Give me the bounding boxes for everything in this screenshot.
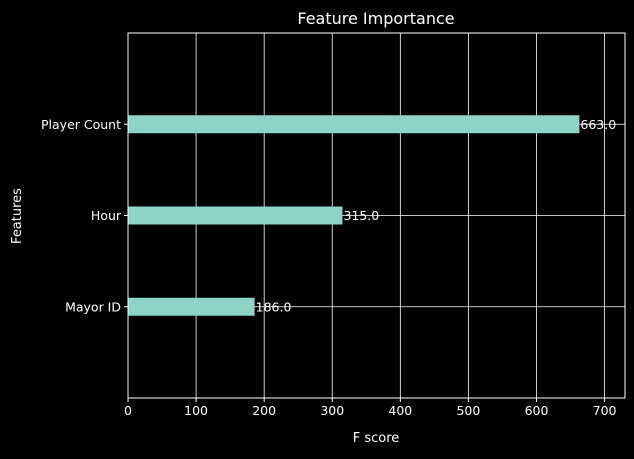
x-tick-label: 200 — [252, 403, 276, 418]
x-tick-label: 600 — [525, 403, 549, 418]
bar-value-label: 663.0 — [580, 117, 616, 132]
x-axis-label: F score — [353, 431, 400, 446]
x-tick-label: 0 — [124, 403, 132, 418]
bar — [128, 297, 255, 316]
tick-layer: 0 100 200 300 400 500 600 700 Mayor ID Hour Player… — [41, 117, 617, 418]
y-tick-label: Player Count — [41, 117, 121, 132]
chart-title: Feature Importance — [297, 9, 454, 28]
x-tick-label: 500 — [456, 403, 480, 418]
y-tick-label: Mayor ID — [65, 299, 121, 314]
x-tick-label: 100 — [184, 403, 208, 418]
y-axis-label: Features — [10, 188, 25, 244]
bar-layer: 186.0 315.0 663.0 — [128, 115, 616, 316]
x-tick-label: 400 — [388, 403, 412, 418]
x-tick-label: 300 — [320, 403, 344, 418]
bar — [128, 206, 343, 225]
y-tick-label: Hour — [91, 208, 122, 223]
bar — [128, 115, 580, 134]
bar-value-label: 186.0 — [256, 299, 292, 314]
x-tick-label: 700 — [593, 403, 617, 418]
bar-value-label: 315.0 — [343, 208, 379, 223]
